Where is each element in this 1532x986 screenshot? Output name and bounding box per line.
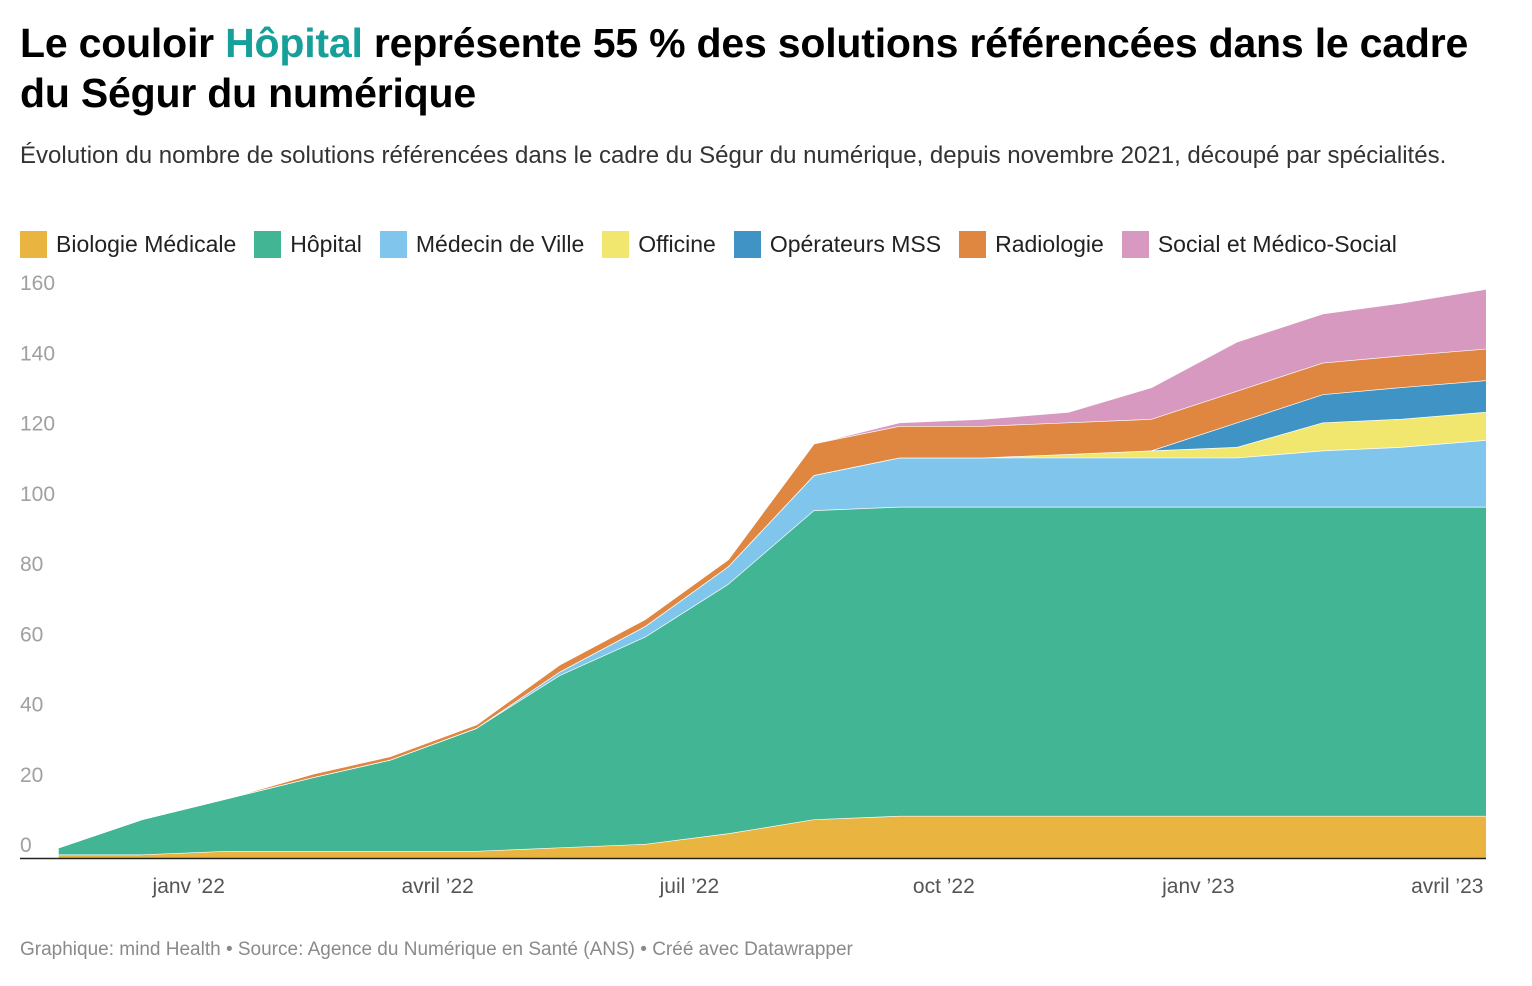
x-tick-label: janv ’23 [1161,875,1234,898]
legend-swatch [379,230,407,258]
x-tick-label: janv ’22 [152,875,225,898]
legend-swatch [733,230,761,258]
title-suffix: représente 55 % des solutions référencée… [20,20,1469,116]
y-tick-label: 100 [20,483,55,506]
legend-label: Hôpital [290,230,362,257]
legend-swatch [602,230,630,258]
area-edge-operateurs-mss [58,379,1487,849]
legend-item-hopital: Hôpital [254,230,362,258]
legend-item-biologie-medicale: Biologie Médicale [20,230,237,258]
y-tick-label: 60 [20,623,43,646]
area-social-et-medico-social [58,288,1487,848]
legend-item-social-et-medico-social: Social et Médico-Social [1121,230,1397,258]
legend-label: Officine [638,230,716,257]
legend-item-operateurs-mss: Opérateurs MSS [733,230,942,258]
legend-label: Social et Médico-Social [1157,230,1397,257]
y-tick-label: 120 [20,413,55,436]
legend-swatch [254,230,282,258]
legend-swatch [20,230,47,258]
y-tick-label: 160 [20,272,55,295]
chart-footer: Graphique: mind Health • Source: Agence … [20,939,853,960]
x-tick-label: oct ’22 [913,875,975,898]
y-tick-label: 20 [20,764,43,787]
chart-subtitle: Évolution du nombre de solutions référen… [20,142,1447,169]
legend-label: Biologie Médicale [56,230,237,257]
x-tick-label: juil ’22 [659,875,720,898]
chart-legend: Biologie Médicale Hôpital Médecin de Ville… [20,227,1415,261]
legend-item-officine: Officine [602,230,716,258]
legend-swatch [959,230,987,258]
legend-label: Médecin de Ville [415,230,585,257]
chart-title: Le couloir Hôpital représente 55 % des s… [20,18,1512,118]
legend-label: Opérateurs MSS [769,230,942,257]
x-tick-label: avril ’23 [1411,875,1483,898]
y-tick-label: 140 [20,342,55,365]
area-medecin-de-ville [58,440,1487,848]
y-tick-label: 80 [20,553,43,576]
legend-item-medecin-de-ville: Médecin de Ville [379,230,585,258]
title-prefix: Le couloir [20,20,226,66]
legend-label: Radiologie [995,230,1104,257]
area-hopital [58,506,1487,855]
title-highlight: Hôpital [225,20,363,66]
legend-item-radiologie: Radiologie [959,230,1104,258]
area-biologie-medicale [58,815,1487,858]
legend-swatch [1121,230,1149,258]
area-edge-social-et-medico-social [58,288,1487,849]
x-tick-label: avril ’22 [401,875,473,898]
y-tick-label: 0 [20,834,32,857]
y-tick-label: 40 [20,694,43,717]
